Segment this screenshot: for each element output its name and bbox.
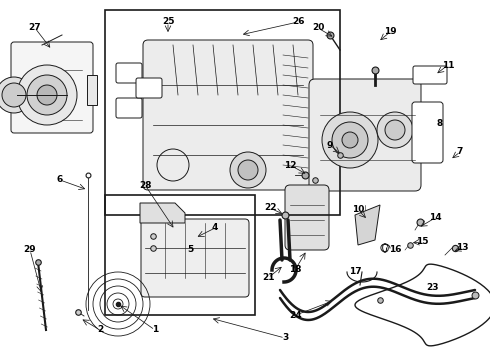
Circle shape [27, 75, 67, 115]
Text: 6: 6 [57, 175, 63, 184]
Text: 7: 7 [457, 148, 463, 157]
FancyBboxPatch shape [116, 98, 142, 118]
Text: 2: 2 [97, 325, 103, 334]
Text: 20: 20 [312, 23, 324, 32]
Text: 13: 13 [456, 243, 468, 252]
Text: 27: 27 [29, 23, 41, 32]
Text: 19: 19 [384, 27, 396, 36]
Text: 22: 22 [264, 203, 276, 212]
Circle shape [238, 160, 258, 180]
FancyBboxPatch shape [285, 185, 329, 250]
FancyBboxPatch shape [11, 42, 93, 133]
Text: 29: 29 [24, 246, 36, 255]
FancyBboxPatch shape [309, 79, 421, 191]
Text: 12: 12 [284, 161, 296, 170]
Text: 11: 11 [442, 60, 454, 69]
FancyBboxPatch shape [141, 219, 249, 297]
Text: 21: 21 [262, 274, 274, 283]
Text: 17: 17 [349, 267, 361, 276]
Circle shape [322, 112, 378, 168]
FancyBboxPatch shape [116, 63, 142, 83]
FancyBboxPatch shape [136, 78, 162, 98]
Bar [105, 10, 340, 215]
Polygon shape [140, 203, 185, 223]
Circle shape [0, 77, 32, 113]
Circle shape [377, 112, 413, 148]
Circle shape [332, 122, 368, 158]
Text: 8: 8 [437, 118, 443, 127]
Text: 5: 5 [187, 246, 193, 255]
Circle shape [37, 85, 57, 105]
Circle shape [342, 132, 358, 148]
Text: 14: 14 [429, 213, 441, 222]
Text: 4: 4 [212, 224, 218, 233]
Polygon shape [355, 205, 380, 245]
Text: 15: 15 [416, 238, 428, 247]
Text: 9: 9 [327, 140, 333, 149]
Text: 3: 3 [282, 333, 288, 342]
Text: 23: 23 [426, 284, 438, 292]
Text: 16: 16 [389, 246, 401, 255]
FancyBboxPatch shape [143, 40, 313, 190]
Text: 10: 10 [352, 206, 364, 215]
Text: 26: 26 [292, 18, 304, 27]
Text: 24: 24 [290, 310, 302, 320]
Bar [87, 75, 97, 105]
Text: 18: 18 [289, 266, 301, 274]
FancyBboxPatch shape [413, 66, 447, 84]
Circle shape [230, 152, 266, 188]
Circle shape [17, 65, 77, 125]
FancyBboxPatch shape [412, 102, 443, 163]
Text: 28: 28 [139, 180, 151, 189]
Text: 1: 1 [152, 325, 158, 334]
Circle shape [385, 120, 405, 140]
Circle shape [2, 83, 26, 107]
Bar [105, 195, 255, 315]
Text: 25: 25 [162, 18, 174, 27]
